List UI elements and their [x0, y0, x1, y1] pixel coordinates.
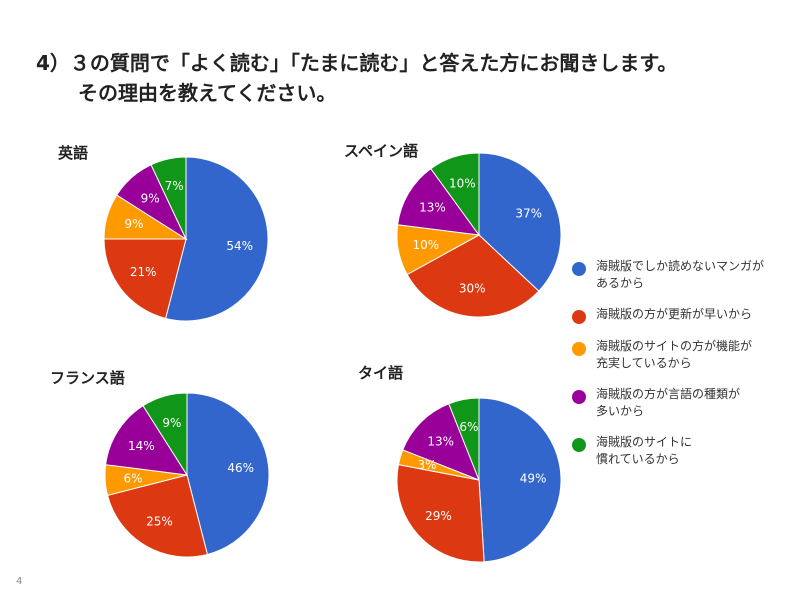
- pie-slice: [402, 403, 480, 481]
- legend-swatch: [572, 438, 586, 452]
- pie-slice: [150, 156, 187, 240]
- slice-label: 37%: [515, 207, 542, 221]
- slice-label: 29%: [425, 509, 452, 523]
- pie-slice: [103, 238, 187, 320]
- slice-label: 9%: [125, 217, 144, 231]
- legend: 海賊版でしか読めないマンガが あるから 海賊版の方が更新が早いから 海賊版のサイ…: [572, 258, 782, 482]
- pie-slice: [105, 405, 188, 476]
- pie-slice: [396, 464, 485, 563]
- chart-title-spanish: スペイン語: [344, 142, 418, 160]
- slice-label: 14%: [128, 439, 155, 453]
- legend-swatch: [572, 310, 586, 324]
- pie-chart-french: 46% 25% 6% 14% 9%: [104, 392, 270, 558]
- slice-label: 10%: [413, 238, 440, 252]
- pie-chart-thai: 49% 29% 3% 13% 6%: [396, 397, 562, 563]
- slice-label: 13%: [427, 435, 454, 449]
- title-line-1: 4）３の質問で「よく読む」「たまに読む」と答えた方にお聞きします。: [36, 51, 678, 75]
- pie-slice: [397, 167, 481, 236]
- chart-title-english: 英語: [58, 144, 89, 162]
- legend-label: 海賊版のサイトの方が機能が 充実しているから: [596, 339, 753, 370]
- pie-slice: [478, 397, 562, 563]
- pie-slice: [448, 397, 480, 481]
- chart-title-thai: タイ語: [358, 364, 404, 382]
- legend-label: 海賊版の方が言語の種類が 多いから: [596, 387, 741, 418]
- legend-label: 海賊版のサイトに 慣れているから: [596, 435, 693, 466]
- slice-label: 9%: [141, 191, 160, 205]
- legend-swatch: [572, 390, 586, 404]
- slice-label: 21%: [130, 265, 157, 279]
- legend-swatch: [572, 262, 586, 276]
- pie-slice: [430, 152, 480, 237]
- slice-label: 6%: [459, 420, 478, 434]
- pie-slice: [406, 234, 540, 318]
- legend-item: 海賊版のサイトに 慣れているから: [572, 434, 782, 468]
- pie-slice: [106, 474, 209, 558]
- pie-slice: [142, 392, 188, 477]
- legend-label: 海賊版でしか読めないマンガが あるから: [596, 259, 765, 290]
- pie-chart-spanish: 37%30%10%13%10%: [396, 152, 562, 318]
- pie-slice: [478, 152, 562, 292]
- legend-label: 海賊版の方が更新が早いから: [596, 307, 753, 321]
- chart-title-french: フランス語: [50, 369, 125, 387]
- legend-swatch: [572, 342, 586, 356]
- slice-label: 46%: [227, 461, 254, 475]
- page-title: 4）３の質問で「よく読む」「たまに読む」と答えた方にお聞きします。 その理由を教…: [36, 48, 677, 108]
- slice-label: 30%: [459, 282, 486, 296]
- pie-chart-english: 54% 21% 9% 9% 7%: [103, 156, 269, 322]
- pie-slice: [186, 392, 270, 556]
- legend-item: 海賊版のサイトの方が機能が 充実しているから: [572, 338, 782, 372]
- slice-label: 7%: [165, 179, 184, 193]
- page-number: 4: [16, 576, 23, 587]
- slice-label: 54%: [226, 239, 253, 253]
- slice-label: 9%: [162, 416, 181, 430]
- slice-label: 6%: [123, 471, 142, 485]
- legend-item: 海賊版の方が言語の種類が 多いから: [572, 386, 782, 420]
- legend-item: 海賊版でしか読めないマンガが あるから: [572, 258, 782, 292]
- pie-slice: [164, 156, 269, 322]
- slice-label: 49%: [520, 471, 547, 485]
- slice-label: 3%: [418, 458, 437, 472]
- legend-item: 海賊版の方が更新が早いから: [572, 306, 782, 324]
- slice-label: 25%: [146, 515, 173, 529]
- title-line-2: その理由を教えてください。: [78, 81, 337, 105]
- slice-label: 10%: [449, 177, 476, 191]
- slice-label: 13%: [419, 200, 446, 214]
